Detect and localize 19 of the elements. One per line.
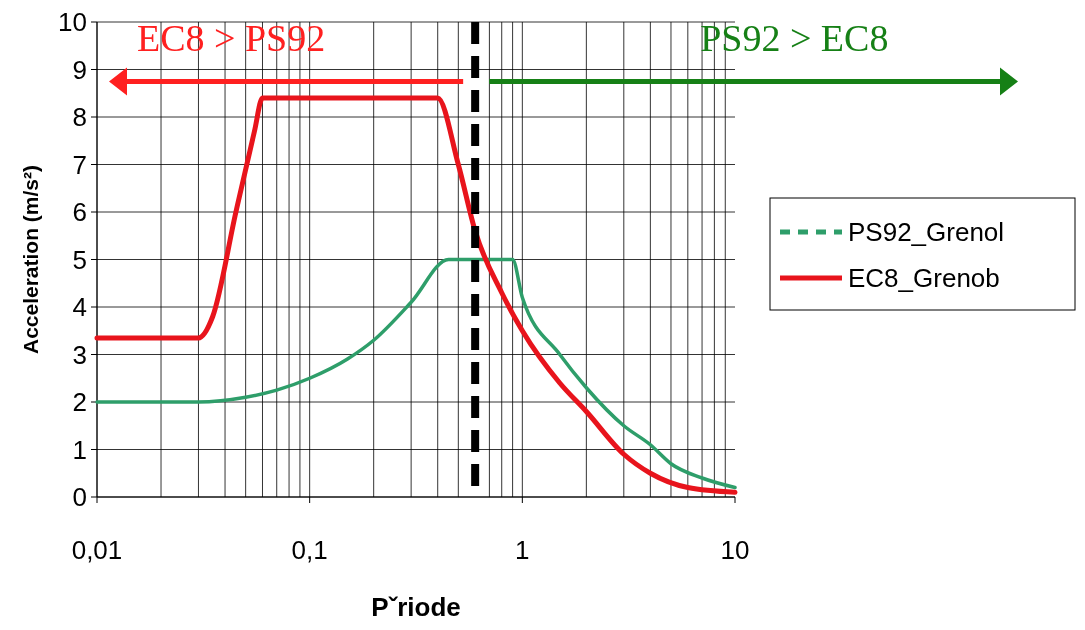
y-tick-label: 5	[72, 244, 87, 275]
legend-label: EC8_Grenob	[848, 263, 1000, 294]
y-tick-label: 3	[72, 339, 87, 370]
y-tick-label: 4	[72, 292, 87, 323]
x-tick-label: 0,1	[291, 535, 328, 565]
y-tick-label: 0	[72, 482, 87, 513]
y-tick-label: 2	[72, 387, 87, 418]
y-tick-label: 8	[72, 102, 87, 133]
y-tick-label: 9	[72, 54, 87, 85]
y-axis-title: Acceleration (m/s²)	[19, 164, 42, 355]
x-tick-label: 0,01	[71, 535, 123, 565]
y-tick-label: 10	[58, 7, 87, 38]
y-tick-label: 1	[72, 434, 87, 465]
x-tick-label: 1	[515, 535, 530, 565]
x-axis-title: Pˇriode	[371, 592, 461, 622]
x-tick-label: 10	[720, 535, 750, 565]
y-tick-label: 7	[72, 149, 87, 180]
y-tick-label: 6	[72, 197, 87, 228]
legend-label: PS92_Grenol	[848, 217, 1005, 248]
